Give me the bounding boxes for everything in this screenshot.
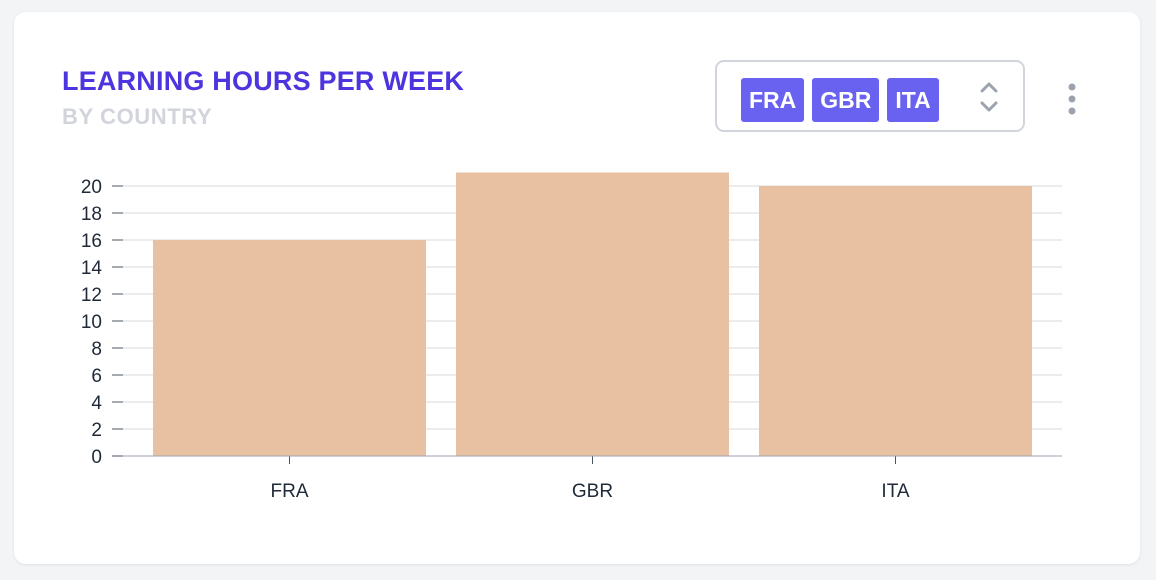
x-tick-label: ITA xyxy=(881,481,909,502)
y-tick-label: 12 xyxy=(81,285,102,306)
bar-gbr[interactable] xyxy=(456,173,729,457)
y-tick-label: 14 xyxy=(81,258,103,279)
y-tick-label: 20 xyxy=(81,177,102,198)
bar-ita[interactable] xyxy=(759,186,1032,456)
y-tick-label: 2 xyxy=(91,420,102,441)
y-tick-label: 16 xyxy=(81,231,102,252)
y-tick-label: 8 xyxy=(91,339,102,360)
x-tick-label: GBR xyxy=(572,481,613,502)
y-tick-label: 4 xyxy=(91,393,102,414)
y-tick-label: 0 xyxy=(91,447,102,468)
y-tick-label: 6 xyxy=(91,366,102,387)
y-tick-label: 18 xyxy=(81,204,102,225)
y-tick-label: 10 xyxy=(81,312,102,333)
x-tick-label: FRA xyxy=(271,481,309,502)
bar-fra[interactable] xyxy=(153,240,426,456)
